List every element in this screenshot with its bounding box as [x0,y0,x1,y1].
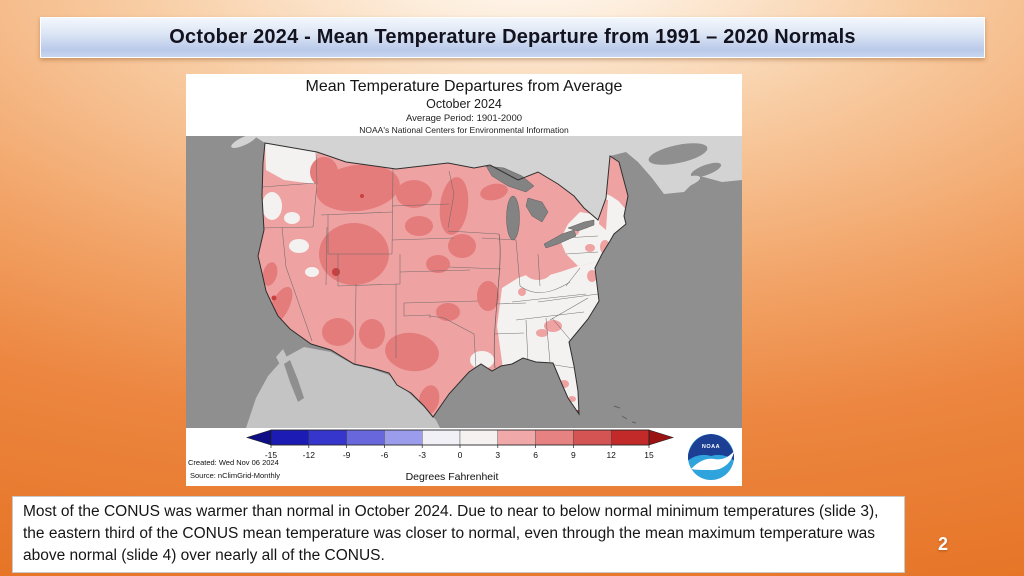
svg-text:3: 3 [495,450,500,460]
svg-text:6: 6 [533,450,538,460]
svg-text:-6: -6 [381,450,389,460]
gulf-of-california [284,360,304,402]
figure-title: Mean Temperature Departures from Average [305,78,623,95]
bahamas-islands [613,405,637,424]
noaa-logo-gull-icon [691,451,734,471]
figure-created-label: Created: Wed Nov 06 2024 [188,458,279,467]
nova-scotia [665,175,701,191]
svg-text:-3: -3 [418,450,426,460]
svg-text:0: 0 [458,450,463,460]
noaa-logo-fan [688,434,734,462]
slide-title: October 2024 - Mean Temperature Departur… [169,26,856,48]
colorbar-units-label: Degrees Fahrenheit [406,471,499,483]
figure-organization: NOAA's National Centers for Environmenta… [359,125,569,135]
svg-text:-15: -15 [265,450,278,460]
noaa-map-figure: Mean Temperature Departures from Average… [186,74,742,486]
figure-source-label: Source: nClimGrid-Monthly [190,471,280,480]
slide-page-number: 2 [937,534,948,554]
figure-header: Mean Temperature Departures from Average… [186,74,742,136]
svg-text:9: 9 [571,450,576,460]
slide-body-textbox: Most of the CONUS was warmer than normal… [12,496,905,573]
figure-subtitle: October 2024 [426,97,502,111]
figure-footer: -15 -12 -9 -6 -3 0 3 6 9 12 15 Created: Wed Nov 06… [188,429,734,483]
slide-title-banner: October 2024 - Mean Temperature Departur… [40,17,985,58]
conus-map [186,136,742,428]
temperature-colorbar: -15 -12 -9 -6 -3 0 3 6 9 12 15 [245,429,675,460]
svg-text:-9: -9 [343,450,351,460]
canada-landmass [231,136,742,220]
svg-text:-12: -12 [303,450,316,460]
slide-body-text: Most of the CONUS was warmer than normal… [23,503,879,564]
svg-text:12: 12 [606,450,616,460]
noaa-logo-text: NOAA [702,444,720,450]
svg-text:15: 15 [644,450,654,460]
conus-outline [257,142,629,418]
atlantic-inlets [648,143,722,178]
figure-average-period: Average Period: 1901-2000 [405,113,523,124]
noaa-logo: NOAA [688,434,734,480]
great-lakes [485,165,595,249]
